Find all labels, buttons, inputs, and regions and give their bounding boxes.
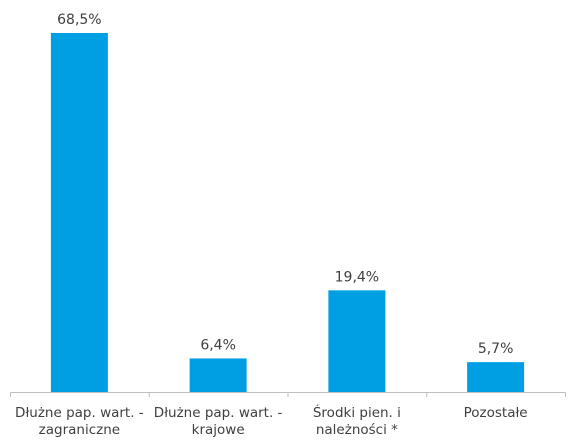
category-label-3: Środki pien. i należności *: [313, 403, 401, 438]
category-label-4: Pozostałe: [464, 405, 528, 421]
x-axis: [10, 392, 566, 397]
bars-layer: [50, 33, 525, 392]
category-label-line: Pozostałe: [464, 405, 528, 421]
data-label-2: 6,4%: [200, 337, 236, 353]
bar-1: [50, 33, 108, 392]
category-label-line: Środki pien. i: [313, 403, 401, 421]
data-label-1: 68,5%: [57, 12, 101, 28]
data-label-4: 5,7%: [478, 341, 514, 357]
category-label-line: zagraniczne: [39, 422, 120, 438]
data-label-3: 19,4%: [335, 269, 379, 285]
category-label-line: Dłużne pap. wart. -: [15, 405, 144, 421]
category-label-2: Dłużne pap. wart. -krajowe: [154, 405, 283, 438]
category-label-line: należności *: [316, 422, 398, 438]
category-label-line: Dłużne pap. wart. -: [154, 405, 283, 421]
category-label-1: Dłużne pap. wart. -zagraniczne: [15, 405, 144, 438]
bar-3: [328, 290, 386, 392]
bar-4: [467, 362, 525, 392]
bar-2: [189, 358, 247, 392]
category-label-line: krajowe: [192, 422, 245, 438]
value-labels-layer: 68,5% 6,4% 19,4% 5,7%: [57, 12, 513, 357]
